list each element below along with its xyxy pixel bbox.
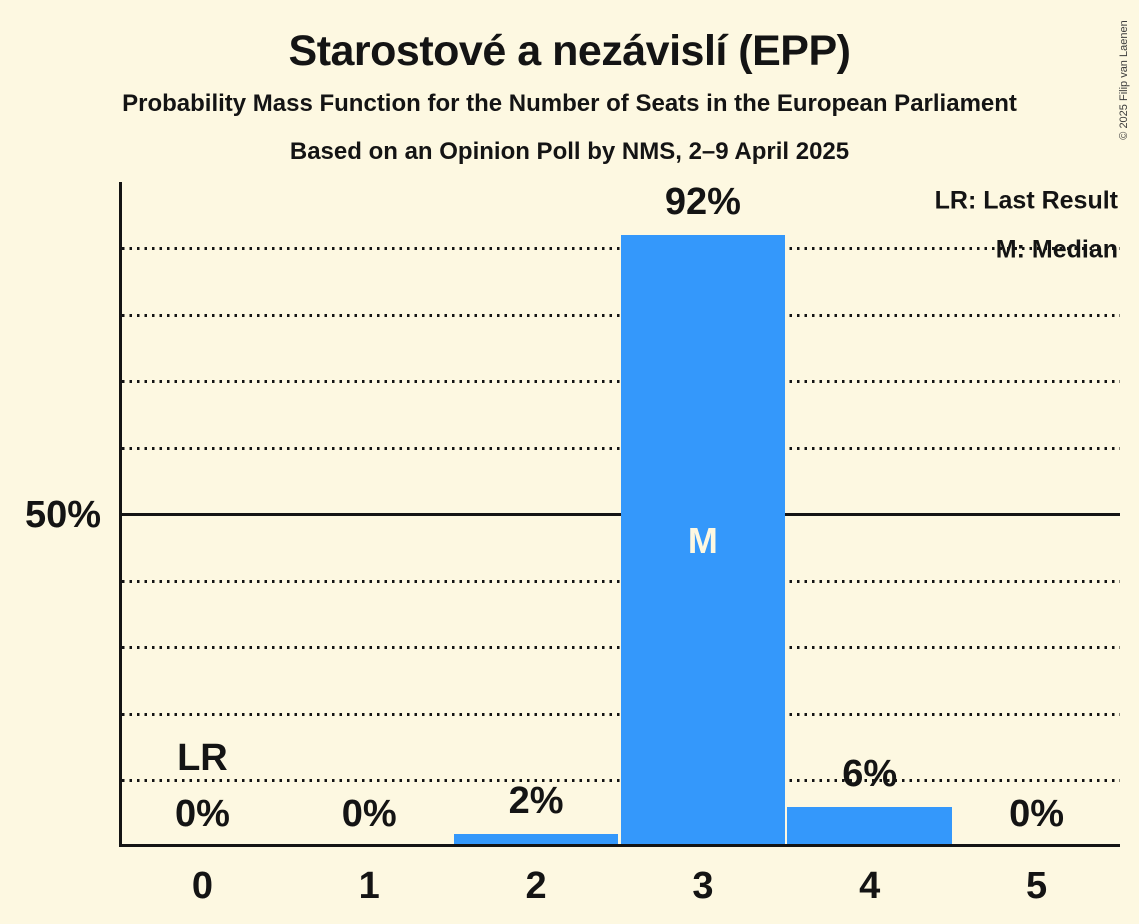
annotations-layer: 0% 0 LR 0% 1 2% 2 92% 3 M 6% 4 0% 5 — [119, 181, 1120, 906]
legend-median: M: Median — [995, 235, 1118, 264]
bar-seat-4 — [787, 807, 953, 847]
value-label-seat-2: 2% — [508, 779, 564, 822]
value-label-seat-1: 0% — [341, 793, 397, 835]
x-axis-tick-label-3: 3 — [692, 865, 714, 907]
legend-last-result: LR: Last Result — [934, 186, 1118, 215]
x-axis-tick-label-1: 1 — [358, 865, 380, 907]
x-axis-line — [119, 844, 1120, 847]
y-axis-tick-label-50: 50% — [24, 493, 101, 536]
plot-area: 0% 0 LR 0% 1 2% 2 92% 3 M 6% 4 0% 5 50% LR: Last Resu… — [25, 181, 1120, 906]
bar-seat-3 — [620, 235, 786, 847]
bar-seat-2 — [453, 833, 619, 847]
x-axis-tick-label-0: 0 — [191, 865, 213, 907]
value-label-seat-0: 0% — [174, 793, 230, 835]
x-axis-tick-label-2: 2 — [525, 865, 547, 907]
chart-subtitle: Probability Mass Function for the Number… — [122, 90, 1017, 117]
value-label-seat-4: 6% — [842, 753, 898, 796]
value-label-seat-3: 92% — [664, 181, 741, 224]
bars-layer — [119, 182, 1120, 847]
x-axis-tick-label-4: 4 — [859, 865, 881, 907]
last-result-marker: LR — [177, 737, 228, 779]
chart-title: Starostové a nezávislí (EPP) — [288, 27, 851, 75]
median-marker: M — [687, 520, 718, 562]
x-axis-tick-label-5: 5 — [1026, 865, 1048, 907]
copyright-notice: © 2025 Filip van Laenen — [1118, 20, 1130, 140]
chart-poll-source: Based on an Opinion Poll by NMS, 2–9 Apr… — [289, 138, 850, 165]
value-label-seat-5: 0% — [1009, 793, 1065, 835]
y-axis-line — [119, 182, 122, 847]
